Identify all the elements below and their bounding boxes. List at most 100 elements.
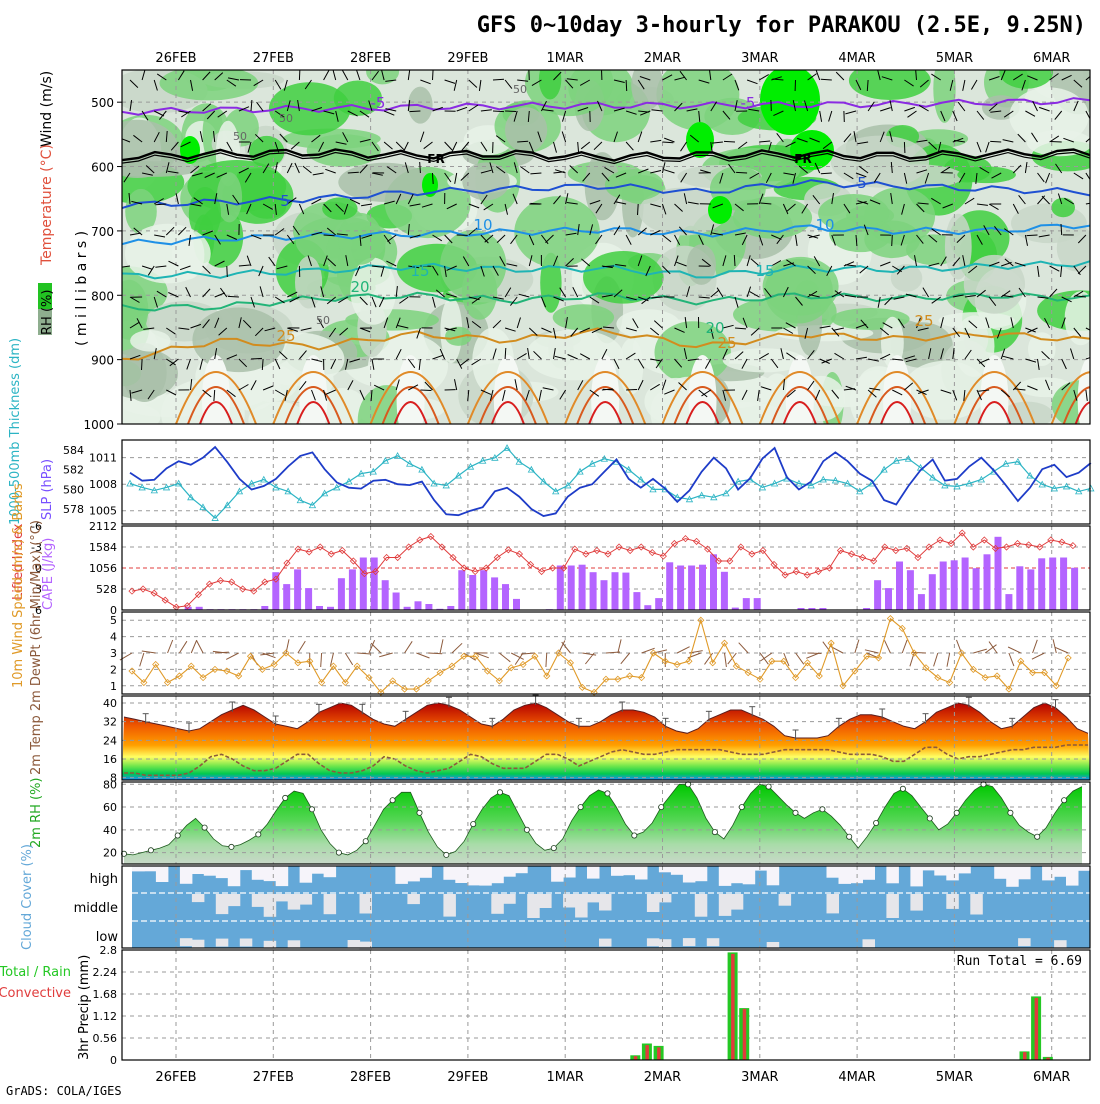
pressure-tick-label: 600	[91, 161, 114, 175]
cloud-clear-high	[264, 866, 277, 881]
rh-contour-label: 50	[279, 112, 293, 125]
rh2m-marker	[712, 830, 717, 835]
cloud-clear-high	[551, 866, 564, 882]
run-total-label: Run Total = 6.69	[957, 954, 1082, 969]
date-label: 4MAR	[838, 1070, 875, 1085]
cloud-level-label: low	[96, 930, 119, 945]
precip-conv-bar	[1035, 998, 1039, 1060]
cloud-clear-middle	[264, 894, 277, 917]
date-label: 3MAR	[741, 51, 778, 66]
rh2m-tick-label: 40	[103, 824, 117, 837]
cloud-clear-high	[312, 866, 325, 874]
rh-contour-region	[708, 196, 732, 224]
cloud-clear-high	[491, 866, 504, 883]
isotherm-label: 15	[410, 262, 429, 280]
wind-barb	[603, 266, 614, 267]
cloud-clear-high	[228, 866, 241, 886]
cape-bar	[590, 572, 597, 610]
rh2m-marker	[954, 810, 959, 815]
wind10-tick-label: 1	[110, 680, 117, 693]
cloud-clear-high	[635, 866, 648, 880]
cape-bar	[283, 584, 290, 610]
cloud-clear-high	[827, 866, 840, 878]
cloud-clear-high	[719, 866, 732, 886]
isotherm-label: 25	[914, 312, 933, 330]
cloud-clear-middle	[587, 894, 600, 902]
rh-contour-label: 50	[513, 83, 527, 96]
cape-bar	[491, 577, 498, 610]
rh2m-marker	[578, 805, 583, 810]
cloud-clear-middle	[719, 894, 732, 916]
wind-barb	[904, 142, 905, 153]
cape-bar	[677, 566, 684, 611]
cloud-clear-low	[647, 938, 660, 946]
wind-barb	[736, 172, 747, 173]
cloud-level-label: middle	[74, 901, 118, 916]
cape-bar	[579, 565, 586, 610]
rh2m-label: 2m RH (%)	[29, 777, 44, 848]
cape-bar	[1060, 558, 1067, 611]
rh-contour-label: 50	[316, 314, 330, 327]
cape-bar	[371, 558, 378, 611]
pressure-tick-label: 700	[91, 225, 114, 239]
date-label: 29FEB	[447, 51, 488, 66]
cloud-clear-high	[755, 866, 768, 871]
cloud-clear-high	[180, 866, 193, 884]
cloud-clear-high	[479, 866, 492, 886]
cape-bar	[415, 601, 422, 610]
cloud-clear-middle	[443, 894, 456, 917]
wind-barb	[626, 390, 637, 391]
date-label: 5MAR	[936, 1070, 973, 1085]
cloud-clear-high	[946, 866, 959, 880]
wind-barb	[251, 358, 262, 359]
isotherm-label: 15	[755, 262, 774, 280]
cloud-clear-high	[659, 866, 672, 872]
cloud-clear-middle	[360, 894, 373, 914]
cloud-clear-high	[910, 866, 923, 886]
cape-bar	[513, 599, 520, 610]
cape-bar	[699, 565, 706, 610]
slp-tick-label: 1011	[89, 452, 117, 465]
cloud-clear-middle	[527, 894, 540, 918]
wind-barb	[493, 111, 504, 112]
cape-bar	[338, 578, 345, 610]
cloud-clear-low	[863, 939, 876, 947]
date-label: 27FEB	[253, 1070, 294, 1085]
thickness-tick-label: 584	[63, 444, 84, 457]
date-label: 28FEB	[350, 51, 391, 66]
date-label: 6MAR	[1033, 1070, 1070, 1085]
temp2m-tick-label: 40	[103, 697, 117, 710]
slp-label: SLP (hPa)	[40, 459, 55, 520]
cape-bar	[294, 569, 301, 610]
wind10-tick-label: 4	[110, 631, 117, 644]
cape-bar	[601, 580, 608, 610]
cloud-clear-high	[839, 866, 852, 884]
wind10-tick-label: 2	[110, 663, 117, 676]
cape-bar	[1005, 594, 1012, 610]
rh-contour-region	[553, 304, 614, 330]
cape-bar	[360, 558, 367, 611]
cape-bar	[458, 570, 465, 610]
cloud-clear-high	[455, 866, 468, 883]
temp2m-label: 2m Temp 2m DewPt (6hr Min/Max) (°C)	[29, 520, 44, 775]
rh2m-marker	[309, 807, 314, 812]
cloud-label: Cloud Cover (%)	[20, 844, 35, 950]
cape-bar	[754, 598, 761, 610]
date-label: 28FEB	[350, 1070, 391, 1085]
cloud-clear-high	[731, 866, 744, 883]
cloud-clear-middle	[407, 894, 420, 904]
date-label: 29FEB	[447, 1070, 488, 1085]
cloud-clear-low	[659, 939, 672, 947]
rh2m-marker	[390, 798, 395, 803]
date-label: 26FEB	[155, 51, 196, 66]
precip-tick-label: 1.68	[93, 988, 118, 1001]
cloud-clear-high	[743, 866, 756, 884]
cloud-clear-high	[204, 866, 217, 876]
temp2m-tick-label: 24	[103, 734, 117, 747]
date-label: 4MAR	[838, 51, 875, 66]
